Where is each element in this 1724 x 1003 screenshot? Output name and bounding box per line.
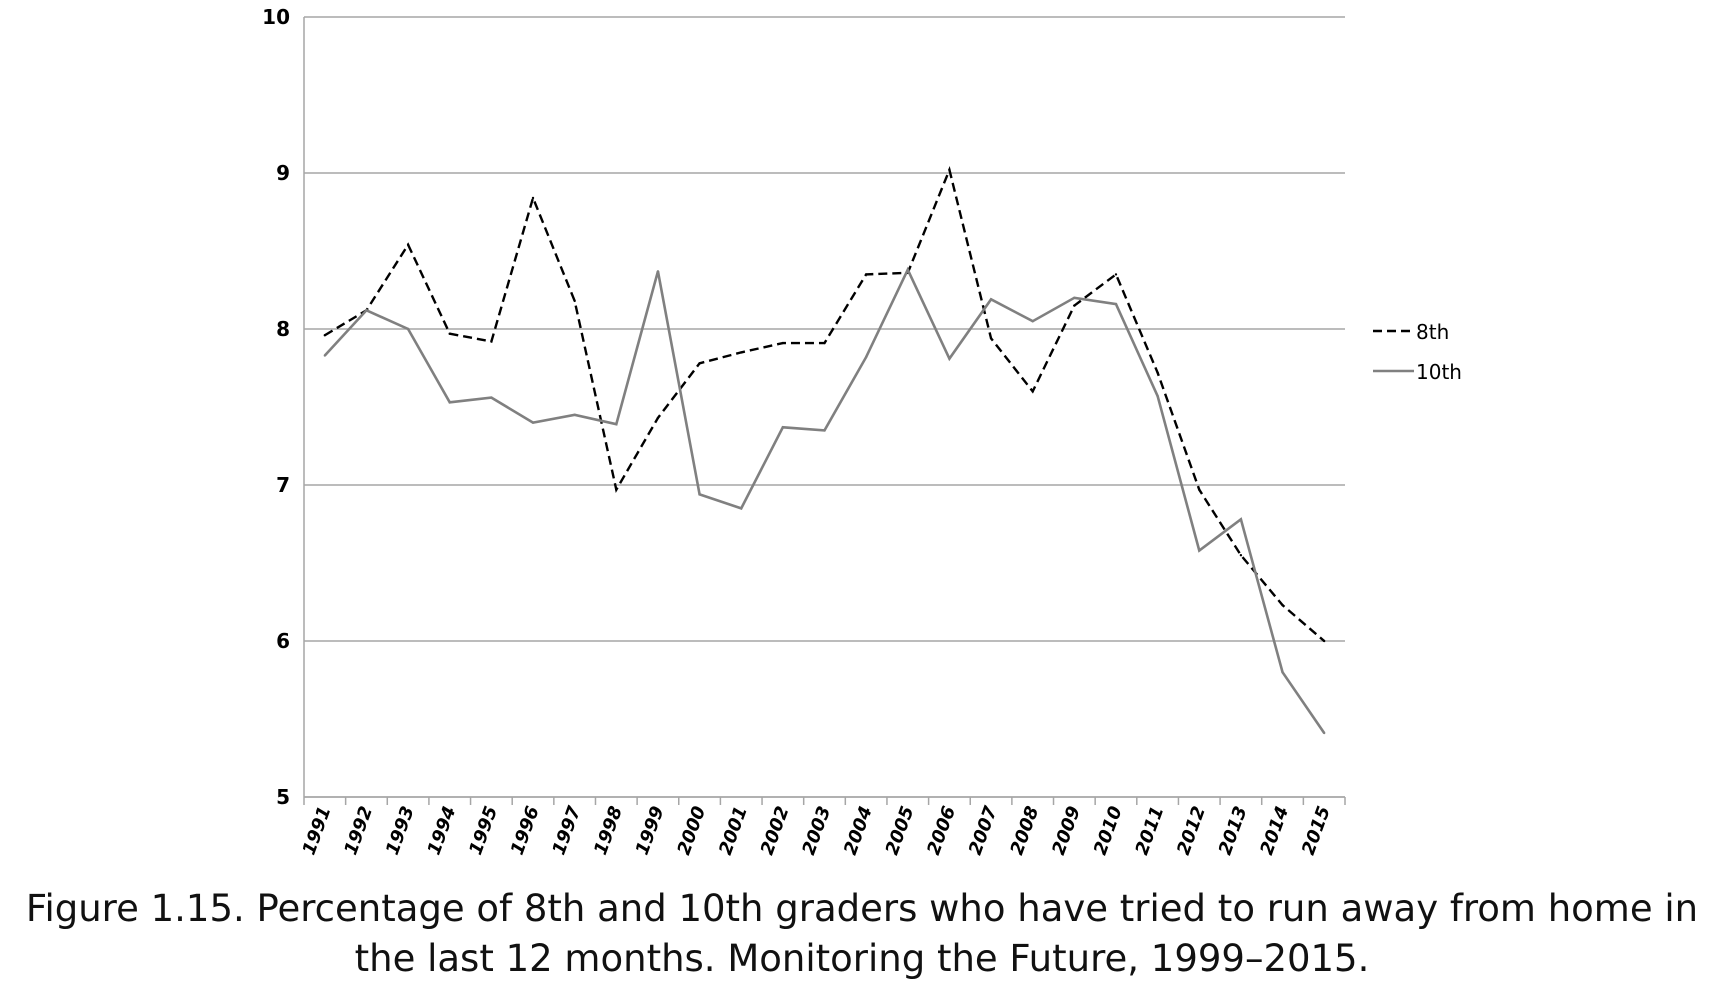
- x-tick-label: 2009: [1048, 804, 1085, 858]
- x-tick-label: 1999: [632, 804, 669, 858]
- caption-line-2: the last 12 months. Monitoring the Futur…: [354, 937, 1370, 980]
- data-point-10th-2009: [1073, 296, 1076, 299]
- data-point-10th-1991: [323, 354, 327, 357]
- figure-caption: Figure 1.15. Percentage of 8th and 10th …: [0, 884, 1724, 984]
- data-point-10th-1992: [365, 309, 368, 312]
- data-point-10th-2006: [948, 357, 951, 360]
- x-tick-label: 2010: [1090, 804, 1127, 858]
- x-tick-label: 2003: [798, 804, 835, 858]
- data-point-8th-2007: [989, 337, 993, 340]
- y-tick-label: 7: [276, 473, 290, 497]
- x-tick-label: 2007: [965, 803, 1002, 858]
- data-point-8th-2015: [1322, 639, 1326, 643]
- data-point-8th-2003: [823, 341, 826, 345]
- legend-label-10th: 10th: [1416, 360, 1462, 384]
- data-point-8th-1991: [323, 334, 327, 337]
- x-tick-label: 1995: [465, 804, 502, 858]
- data-point-10th-1999: [656, 270, 660, 273]
- x-tick-label: 2004: [840, 804, 877, 858]
- data-point-8th-1996: [531, 196, 535, 200]
- data-point-10th-2013: [1239, 518, 1243, 521]
- data-point-8th-2004: [864, 273, 868, 276]
- data-point-10th-1998: [615, 422, 618, 426]
- legend-label-8th: 8th: [1416, 320, 1449, 344]
- data-point-8th-2009: [1073, 304, 1076, 307]
- data-point-10th-2012: [1198, 549, 1201, 552]
- data-point-8th-2006: [948, 168, 951, 172]
- data-point-8th-1993: [406, 243, 410, 246]
- data-point-8th-2008: [1031, 390, 1034, 393]
- data-point-10th-2008: [1031, 320, 1034, 323]
- data-point-8th-1998: [615, 488, 618, 491]
- series-line-8th: [324, 165, 1325, 642]
- x-tick-label: 1997: [548, 803, 585, 858]
- data-point-8th-2011: [1156, 371, 1159, 374]
- x-tick-label: 1991: [299, 804, 336, 858]
- x-tick-label: 2013: [1215, 804, 1252, 858]
- y-tick-label: 9: [276, 161, 290, 185]
- data-point-8th-2012: [1198, 488, 1201, 491]
- gridlines: [304, 16, 1345, 798]
- data-point-10th-2001: [740, 507, 743, 510]
- x-tick-label: 2014: [1256, 804, 1293, 858]
- data-point-10th-2000: [698, 493, 701, 496]
- x-tick-label: 2000: [673, 804, 710, 858]
- y-tick-label: 6: [276, 629, 290, 653]
- data-point-8th-2014: [1281, 603, 1284, 607]
- x-tick-label: 1998: [590, 804, 627, 858]
- x-tick-label: 2005: [882, 804, 919, 858]
- series-line-10th: [323, 266, 1326, 734]
- data-point-10th-1995: [490, 396, 493, 399]
- x-tick-label: 2001: [715, 804, 752, 858]
- y-tick-label: 5: [276, 785, 290, 809]
- x-tick-label: 1996: [507, 804, 544, 858]
- y-tick-label: 10: [262, 5, 290, 29]
- data-point-10th-2003: [823, 429, 826, 432]
- legend: 8th 10th: [1373, 320, 1462, 384]
- x-tick-label: 1993: [382, 804, 419, 858]
- data-point-8th-1999: [656, 416, 660, 420]
- x-tick-label: 1992: [340, 804, 377, 858]
- x-tick-label: 2002: [757, 804, 794, 858]
- x-tick-label: 2012: [1173, 804, 1210, 858]
- data-point-8th-1997: [573, 299, 576, 303]
- x-tick-label: 2015: [1298, 804, 1335, 858]
- data-point-8th-1995: [490, 340, 493, 343]
- data-point-8th-2002: [781, 341, 785, 345]
- data-point-10th-2010: [1114, 302, 1118, 306]
- data-point-10th-2002: [781, 426, 785, 429]
- data-point-10th-2011: [1156, 394, 1159, 398]
- data-point-8th-2001: [740, 351, 743, 354]
- data-point-10th-1993: [406, 327, 410, 331]
- data-point-10th-1996: [531, 421, 535, 424]
- x-tick-label: 2006: [923, 804, 960, 858]
- data-point-8th-2013: [1239, 554, 1243, 557]
- data-point-10th-2015: [1322, 731, 1326, 735]
- data-point-8th-2010: [1114, 273, 1118, 276]
- caption-line-1: Figure 1.15. Percentage of 8th and 10th …: [25, 887, 1699, 930]
- data-point-10th-2005: [906, 268, 909, 271]
- x-tick-label: 2011: [1131, 804, 1168, 858]
- data-point-10th-2004: [864, 355, 868, 359]
- data-point-10th-2007: [989, 298, 993, 301]
- x-tick-label: 2008: [1007, 804, 1044, 858]
- data-point-10th-2014: [1281, 671, 1284, 674]
- data-point-10th-1994: [448, 401, 451, 404]
- x-axis: 1991 1992 1993 1994 1995 1996 1997 1998 1999 2000…: [299, 796, 1346, 858]
- x-tick-label: 1994: [424, 804, 461, 858]
- data-point-8th-1994: [448, 332, 451, 335]
- series-lines: [323, 165, 1326, 735]
- y-tick-label: 8: [276, 317, 290, 341]
- data-point-10th-1997: [573, 413, 576, 416]
- y-axis: 5 6 7 8 9 10: [262, 5, 305, 809]
- data-point-8th-2000: [698, 362, 701, 365]
